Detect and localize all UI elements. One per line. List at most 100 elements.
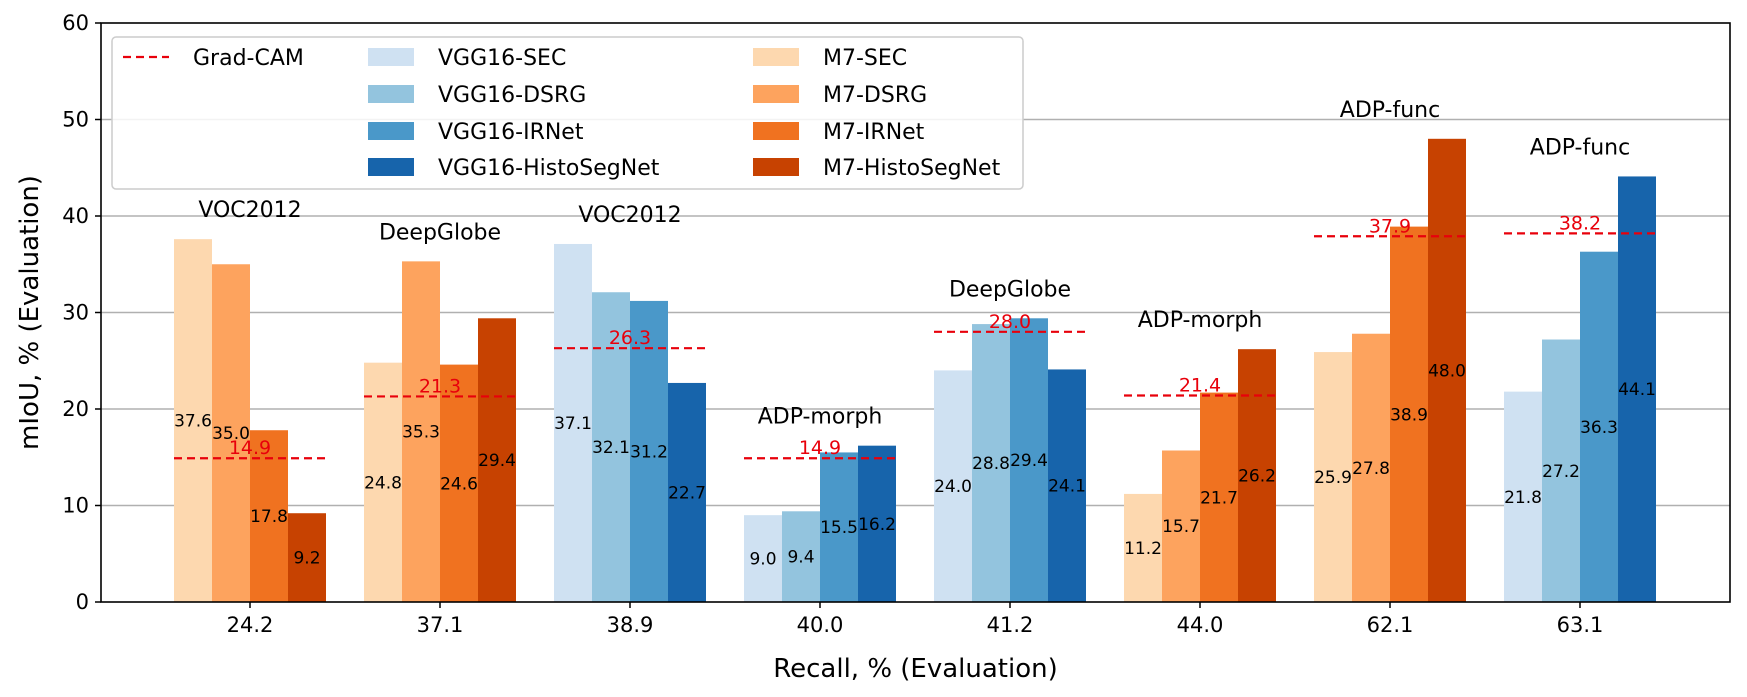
bar-vgg16-histosegnet bbox=[1048, 369, 1086, 602]
dataset-label: ADP-func bbox=[1530, 135, 1630, 160]
legend-label: VGG16-HistoSegNet bbox=[438, 156, 660, 181]
bar-value-label: 27.2 bbox=[1542, 462, 1580, 482]
bar-vgg16-sec bbox=[554, 243, 592, 603]
dataset-label: DeepGlobe bbox=[949, 277, 1071, 302]
bar-value-label: 24.1 bbox=[1048, 477, 1086, 497]
gradcam-value-label: 21.3 bbox=[419, 375, 461, 397]
bar-m7-sec bbox=[1124, 493, 1162, 602]
bar-vgg16-sec bbox=[1504, 391, 1542, 602]
y-tick-label: 10 bbox=[62, 494, 89, 518]
bar-value-label: 31.2 bbox=[630, 442, 668, 462]
bar-value-label: 21.7 bbox=[1200, 488, 1238, 508]
annotations: 37.635.017.89.214.9VOC201224.835.324.629… bbox=[174, 98, 1656, 570]
y-tick-label: 20 bbox=[62, 397, 89, 421]
bar-value-label: 36.3 bbox=[1580, 418, 1618, 438]
dataset-label: ADP-morph bbox=[758, 405, 883, 430]
bar-value-label: 16.2 bbox=[858, 515, 896, 535]
bar-m7-irnet bbox=[1200, 392, 1238, 602]
bar-value-label: 44.1 bbox=[1618, 380, 1656, 400]
bar-m7-sec bbox=[174, 239, 212, 602]
bar-vgg16-sec bbox=[744, 515, 782, 602]
bar-value-label: 28.8 bbox=[972, 454, 1010, 474]
dataset-label: VOC2012 bbox=[198, 198, 301, 223]
bar-vgg16-irnet bbox=[630, 300, 668, 602]
legend-label: M7-DSRG bbox=[823, 83, 927, 108]
x-tick-label: 40.0 bbox=[797, 613, 844, 637]
bars bbox=[174, 138, 1656, 603]
legend-label: VGG16-IRNet bbox=[438, 120, 584, 145]
bar-value-label: 29.4 bbox=[1010, 451, 1048, 471]
bar-value-label: 26.2 bbox=[1238, 467, 1276, 487]
y-axis-title: mIoU, % (Evaluation) bbox=[15, 175, 45, 450]
bar-value-label: 15.5 bbox=[820, 518, 858, 538]
bar-value-label: 29.4 bbox=[478, 451, 516, 471]
bar-value-label: 24.6 bbox=[440, 474, 478, 494]
legend-swatch bbox=[753, 158, 799, 176]
bar-m7-dsrg bbox=[402, 261, 440, 602]
bar-m7-histosegnet bbox=[1238, 349, 1276, 602]
legend-label: M7-IRNet bbox=[823, 120, 925, 145]
gradcam-value-label: 21.4 bbox=[1179, 374, 1221, 396]
y-tick-label: 30 bbox=[62, 301, 89, 325]
x-tick-label: 38.9 bbox=[607, 613, 654, 637]
bar-m7-dsrg bbox=[1352, 333, 1390, 602]
x-tick-label: 44.0 bbox=[1177, 613, 1224, 637]
x-tick-label: 37.1 bbox=[417, 613, 464, 637]
x-tick-label: 41.2 bbox=[987, 613, 1034, 637]
bar-vgg16-sec bbox=[934, 370, 972, 602]
bar-value-label: 32.1 bbox=[592, 438, 630, 458]
bar-vgg16-histosegnet bbox=[858, 445, 896, 602]
bar-value-label: 21.8 bbox=[1504, 488, 1542, 508]
bar-m7-sec bbox=[1314, 352, 1352, 602]
bar-value-label: 9.2 bbox=[293, 549, 320, 569]
y-tick-label: 0 bbox=[76, 590, 89, 614]
y-tick-label: 40 bbox=[62, 204, 89, 228]
dataset-label: ADP-morph bbox=[1138, 308, 1263, 333]
axes: 24.2 37.1 38.9 40.0 41.2 44.0 62.1 63.1 0 10 20 30 4… bbox=[62, 11, 1731, 637]
legend-box bbox=[111, 36, 1024, 190]
x-tick-label: 63.1 bbox=[1557, 613, 1604, 637]
bar-value-label: 48.0 bbox=[1428, 361, 1466, 381]
legend-label: M7-SEC bbox=[823, 46, 907, 71]
plot-frame bbox=[100, 22, 1731, 603]
bar-vgg16-dsrg bbox=[592, 292, 630, 602]
bar-m7-histosegnet bbox=[478, 318, 516, 602]
bar-value-label: 17.8 bbox=[250, 507, 288, 527]
legend-swatch bbox=[753, 122, 799, 140]
gradcam-value-label: 28.0 bbox=[989, 311, 1031, 333]
bar-value-label: 15.7 bbox=[1162, 517, 1200, 537]
bar-m7-dsrg bbox=[212, 264, 250, 602]
bar-m7-irnet bbox=[440, 364, 478, 602]
legend-swatch bbox=[368, 158, 414, 176]
x-tick-label: 62.1 bbox=[1367, 613, 1414, 637]
y-tick-label: 50 bbox=[62, 108, 89, 132]
bar-m7-histosegnet bbox=[288, 513, 326, 602]
bar-m7-sec bbox=[364, 362, 402, 602]
bar-vgg16-dsrg bbox=[782, 511, 820, 602]
bar-value-label: 35.0 bbox=[212, 424, 250, 444]
legend-swatch bbox=[368, 122, 414, 140]
bar-m7-histosegnet bbox=[1428, 138, 1466, 603]
legend: Grad-CAM VGG16-SEC VGG16-DSRG VGG16-IRNet VG… bbox=[111, 36, 1024, 190]
gradcam-value-label: 26.3 bbox=[609, 327, 651, 349]
legend-swatch bbox=[368, 85, 414, 103]
bar-vgg16-histosegnet bbox=[668, 382, 706, 602]
bar-value-label: 37.1 bbox=[554, 414, 592, 434]
legend-swatch bbox=[753, 48, 799, 66]
bar-vgg16-irnet bbox=[1010, 318, 1048, 602]
bar-vgg16-histosegnet bbox=[1618, 176, 1656, 602]
gradcam-value-label: 14.9 bbox=[229, 437, 271, 459]
bar-value-label: 25.9 bbox=[1314, 468, 1352, 488]
x-axis-title: Recall, % (Evaluation) bbox=[773, 654, 1058, 684]
dataset-label: VOC2012 bbox=[578, 203, 681, 228]
x-tick-label: 24.2 bbox=[227, 613, 274, 637]
bar-vgg16-irnet bbox=[1580, 251, 1618, 602]
legend-swatch bbox=[753, 85, 799, 103]
bar-m7-dsrg bbox=[1162, 450, 1200, 602]
legend-swatch bbox=[368, 48, 414, 66]
bar-m7-irnet bbox=[1390, 226, 1428, 603]
gradcam-value-label: 37.9 bbox=[1369, 215, 1411, 237]
bar-vgg16-irnet bbox=[820, 452, 858, 602]
bar-value-label: 24.0 bbox=[934, 477, 972, 497]
